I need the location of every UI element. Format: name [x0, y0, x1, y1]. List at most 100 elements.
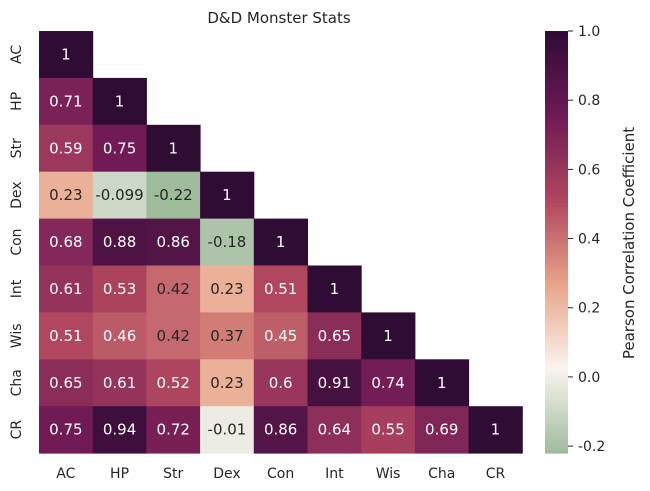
x-tick-label: Str — [163, 466, 183, 482]
colorbar-gradient-segment — [545, 442, 568, 447]
cell-value-label: 0.74 — [371, 374, 404, 392]
y-tick-label: Con — [9, 228, 25, 255]
colorbar-gradient-segment — [545, 365, 568, 370]
x-tick-label: CR — [486, 466, 506, 482]
heatmap-cell — [39, 124, 94, 173]
colorbar-gradient-segment — [545, 238, 568, 243]
heatmap-cell — [361, 406, 416, 454]
colorbar-gradient-segment — [545, 347, 568, 352]
colorbar-gradient-segment — [545, 329, 568, 335]
colorbar-tick-label: -0.2 — [578, 439, 605, 455]
heatmap-cell — [146, 312, 201, 360]
colorbar-tick-label: 0.6 — [578, 162, 600, 178]
cell-value-label: 0.71 — [49, 92, 82, 110]
heatmap-cell — [200, 359, 255, 407]
colorbar-gradient-segment — [545, 210, 568, 215]
colorbar-gradient-segment — [545, 379, 568, 384]
cell-value-label: 1 — [168, 139, 178, 157]
heatmap-cell — [92, 218, 147, 266]
heatmap-cell — [146, 265, 201, 313]
y-tick-label: Str — [9, 138, 25, 158]
colorbar-gradient-segment — [545, 189, 568, 194]
heatmap-cell — [200, 265, 255, 313]
heatmap-cell — [39, 265, 94, 313]
colorbar-gradient-segment — [545, 136, 568, 141]
colorbar-gradient-segment — [545, 97, 568, 102]
colorbar-gradient-segment — [545, 45, 568, 50]
cell-value-label: -0.01 — [208, 421, 247, 439]
cell-value-label: -0.099 — [95, 186, 143, 204]
cell-value-label: 1 — [437, 374, 447, 392]
colorbar-gradient-segment — [545, 171, 568, 176]
colorbar-gradient-segment — [545, 326, 568, 331]
cell-value-label: 0.37 — [210, 327, 243, 345]
colorbar-gradient-segment — [545, 252, 568, 257]
heatmap-cell — [253, 265, 308, 313]
colorbar-gradient-segment — [545, 284, 568, 289]
heatmap-cell — [253, 218, 308, 266]
cell-value-label: 1 — [115, 92, 125, 110]
colorbar-gradient-segment — [545, 143, 568, 148]
heatmap-cell — [39, 218, 94, 266]
colorbar-gradient-segment — [545, 108, 568, 113]
colorbar-gradient-segment — [545, 375, 568, 380]
colorbar-gradient-segment — [545, 154, 568, 159]
cell-value-label: 0.94 — [103, 421, 136, 439]
colorbar-gradient-segment — [545, 157, 568, 162]
colorbar-gradient-segment — [545, 83, 568, 88]
heatmap-cell — [307, 406, 362, 454]
heatmap-cell — [468, 406, 523, 454]
y-tick-label: Wis — [9, 323, 25, 348]
cell-value-label: 0.6 — [269, 374, 293, 392]
colorbar-gradient-segment — [545, 104, 568, 109]
cell-value-label: 0.75 — [103, 139, 136, 157]
cell-value-label: 1 — [61, 45, 71, 63]
colorbar-gradient-segment — [545, 90, 568, 95]
colorbar-gradient-segment — [545, 291, 568, 296]
colorbar-gradient-segment — [545, 150, 568, 155]
cell-value-label: 0.42 — [157, 327, 190, 345]
colorbar-tick-label: 0.0 — [578, 370, 600, 386]
colorbar-gradient-segment — [545, 407, 568, 412]
colorbar-gradient-segment — [545, 52, 568, 57]
colorbar-tick-label: 0.8 — [578, 93, 600, 109]
colorbar-gradient-segment — [545, 386, 568, 391]
heatmap-cell — [146, 359, 201, 407]
cell-value-label: 1 — [491, 421, 501, 439]
colorbar-gradient-segment — [545, 185, 568, 190]
colorbar-gradient-segment — [545, 59, 568, 64]
cell-value-label: -0.22 — [154, 186, 193, 204]
heatmap-cell — [146, 218, 201, 266]
heatmap-cell — [253, 312, 308, 360]
x-tick-label: Wis — [376, 466, 401, 482]
colorbar-gradient-segment — [545, 147, 568, 152]
colorbar-gradient-segment — [545, 87, 568, 92]
colorbar-gradient-segment — [545, 298, 568, 303]
colorbar-gradient-segment — [545, 178, 568, 183]
colorbar-gradient-segment — [545, 62, 568, 67]
y-tick-label: CR — [9, 420, 25, 440]
colorbar-gradient-segment — [545, 199, 568, 204]
colorbar-gradient-segment — [545, 414, 568, 419]
colorbar-gradient-segment — [545, 249, 568, 254]
colorbar-gradient-segment — [545, 231, 568, 236]
colorbar-gradient-segment — [545, 372, 568, 377]
y-tick-label: AC — [9, 45, 25, 64]
colorbar-gradient-segment — [545, 245, 568, 250]
colorbar-gradient-segment — [545, 66, 568, 71]
cell-value-label: 1 — [383, 327, 393, 345]
cell-value-label: 0.75 — [49, 421, 82, 439]
colorbar-gradient-segment — [545, 428, 568, 433]
colorbar-gradient-segment — [545, 400, 568, 405]
colorbar-tick-label: 1.0 — [578, 24, 600, 40]
cell-value-label: 0.51 — [49, 327, 82, 345]
cell-value-label: 0.65 — [49, 374, 82, 392]
y-tick-label: Cha — [9, 369, 25, 396]
colorbar-gradient-segment — [545, 76, 568, 81]
colorbar-gradient-segment — [545, 319, 568, 324]
cell-value-label: 0.64 — [318, 421, 351, 439]
heatmap-cell — [92, 406, 147, 454]
colorbar-gradient-segment — [545, 393, 568, 398]
colorbar-gradient-segment — [545, 438, 568, 444]
colorbar-gradient-segment — [545, 449, 568, 454]
